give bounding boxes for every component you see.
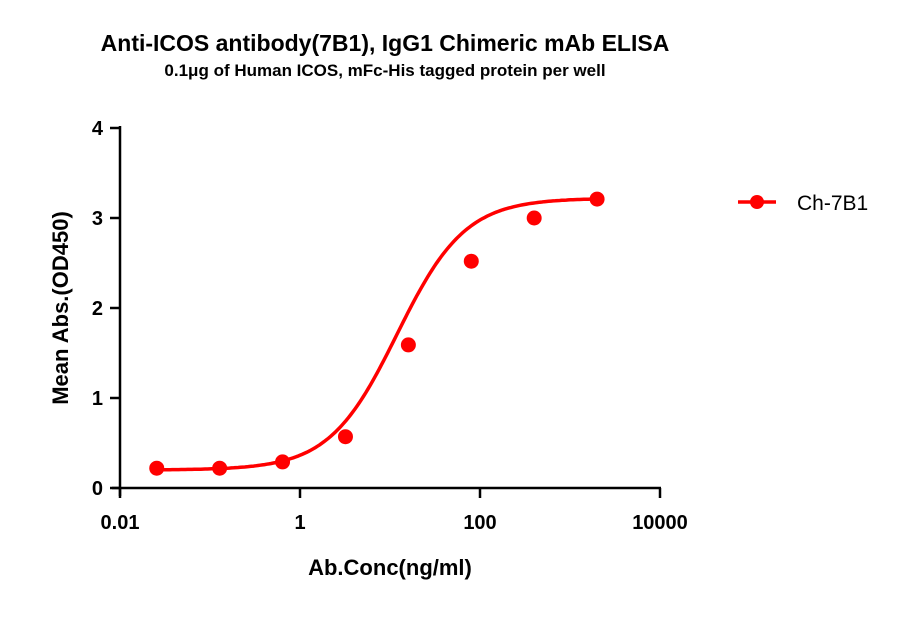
chart-subtitle: 0.1μg of Human ICOS, mFc-His tagged prot…: [164, 61, 606, 80]
legend-label: Ch-7B1: [797, 192, 868, 215]
data-point: [337, 429, 353, 445]
y-tick-label: 4: [92, 118, 104, 140]
y-tick-label: 3: [92, 208, 103, 230]
y-tick-label: 2: [92, 298, 103, 320]
x-tick-label: 10000: [632, 512, 688, 534]
x-axis-label: Ab.Conc(ng/ml): [308, 555, 472, 580]
x-axis: 0.01 1 100 10000: [101, 486, 688, 534]
x-tick-label: 1: [294, 512, 305, 534]
legend: Ch-7B1: [738, 192, 868, 215]
legend-marker-icon: [750, 195, 764, 209]
data-point: [400, 337, 416, 353]
data-point: [463, 253, 479, 269]
data-point: [589, 191, 605, 207]
x-tick-label: 0.01: [101, 512, 140, 534]
y-axis-label: Mean Abs.(OD450): [48, 211, 73, 405]
y-tick-label: 1: [92, 388, 103, 410]
data-point: [212, 460, 228, 476]
chart-title: Anti-ICOS antibody(7B1), IgG1 Chimeric m…: [100, 30, 670, 56]
y-axis: 0 1 2 3 4: [92, 118, 122, 500]
plot-area: [149, 191, 605, 476]
data-point: [275, 454, 291, 470]
fit-curve: [156, 197, 598, 472]
x-tick-label: 100: [463, 512, 496, 534]
data-point: [149, 460, 165, 476]
y-tick-label: 0: [92, 478, 103, 500]
data-point: [526, 210, 542, 226]
